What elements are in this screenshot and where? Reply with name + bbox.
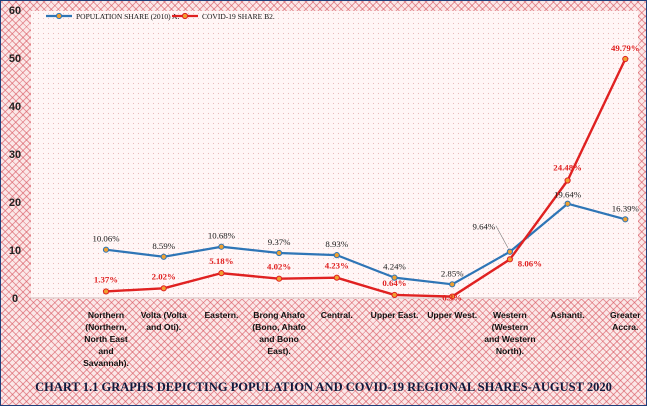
x-tick-label-line: (Bono, Ahafo bbox=[252, 322, 306, 332]
x-tick-label-line: East). bbox=[267, 346, 290, 356]
x-tick-label-line: (Western bbox=[492, 322, 529, 332]
covid-point bbox=[506, 256, 513, 263]
covid-point bbox=[622, 55, 629, 63]
x-tick-label-line: North). bbox=[496, 346, 524, 356]
x-tick-label-line: and bbox=[98, 346, 113, 356]
x-tick-label: Eastern. bbox=[204, 310, 238, 320]
y-tick-label: 50 bbox=[9, 53, 21, 65]
y-tick-label: 40 bbox=[9, 101, 21, 113]
population-data-label: 8.59% bbox=[152, 241, 175, 251]
population-point bbox=[160, 253, 167, 260]
legend-marker bbox=[181, 12, 189, 20]
y-tick-label: 30 bbox=[9, 149, 21, 161]
x-tick-label: Central. bbox=[321, 310, 353, 320]
x-tick-label: Volta (Volta and Oti). bbox=[141, 310, 187, 332]
x-tick-label-line: Eastern. bbox=[204, 310, 238, 320]
covid-data-label: 0.3% bbox=[442, 293, 462, 303]
population-data-label: 9.64% bbox=[473, 222, 496, 232]
y-tick-label: 20 bbox=[9, 197, 21, 209]
population-point bbox=[276, 249, 283, 257]
covid-data-label: 4.23% bbox=[325, 261, 349, 271]
x-tick-label-line: Brong Ahafo bbox=[253, 310, 305, 320]
population-point bbox=[506, 248, 513, 255]
x-tick-label-line: Savannah). bbox=[83, 358, 129, 368]
population-point bbox=[564, 200, 571, 207]
x-tick-label-line: Upper East. bbox=[371, 310, 419, 320]
population-point bbox=[333, 252, 340, 259]
x-tick-label-line: and Bono bbox=[259, 334, 299, 344]
covid-point bbox=[160, 285, 167, 292]
series-line-covid bbox=[105, 58, 627, 298]
population-data-label: 8.93% bbox=[325, 239, 348, 249]
covid-data-label: 49.79% bbox=[611, 43, 640, 53]
x-tick-label-line: Western bbox=[493, 310, 527, 320]
x-tick-label: Brong Ahafo (Bono, Ahafo and Bono East). bbox=[252, 310, 306, 356]
population-point bbox=[622, 216, 629, 223]
chart-title: CHART 1.1 GRAPHS DEPICTING POPULATION AN… bbox=[35, 380, 612, 394]
x-tick-label-line: Accra. bbox=[612, 322, 638, 332]
x-tick-label: Upper West. bbox=[427, 310, 477, 320]
x-tick-label-line: and Western bbox=[484, 334, 535, 344]
population-point bbox=[391, 274, 398, 281]
population-data-label: 19.64% bbox=[554, 190, 582, 200]
covid-data-label: 1.37% bbox=[94, 274, 118, 284]
population-data-label: 10.68% bbox=[208, 231, 236, 241]
x-tick-label: Upper East. bbox=[371, 310, 419, 320]
x-tick-label-line: Greater bbox=[610, 310, 641, 320]
population-data-label: 16.39% bbox=[612, 203, 640, 213]
covid-point bbox=[391, 291, 398, 299]
covid-point bbox=[102, 288, 110, 295]
x-tick-label: Ashanti. bbox=[551, 310, 585, 320]
y-tick-label: 60 bbox=[9, 5, 21, 17]
y-tick-label: 10 bbox=[9, 245, 21, 257]
covid-data-label: 24.48% bbox=[553, 162, 582, 172]
population-point bbox=[102, 246, 110, 253]
x-tick-label-line: Northern bbox=[88, 310, 124, 320]
covid-point bbox=[276, 275, 283, 282]
x-tick-label-line: Volta (Volta bbox=[141, 310, 187, 320]
population-point bbox=[218, 243, 225, 250]
covid-point bbox=[218, 270, 225, 277]
series-line-population bbox=[105, 202, 626, 286]
legend-label: COVID-19 SHARE B2. bbox=[202, 12, 275, 21]
population-data-label: 10.06% bbox=[92, 234, 120, 244]
x-tick-label: Northern (Northern, North East and Savannah)… bbox=[83, 310, 129, 368]
covid-point bbox=[449, 293, 456, 300]
x-tick-label-line: (Northern, bbox=[85, 322, 127, 332]
x-tick-label-line: and Oti). bbox=[146, 322, 181, 332]
x-tick-label-line: Upper West. bbox=[427, 310, 477, 320]
population-data-label: 2.85% bbox=[441, 268, 464, 278]
covid-point bbox=[333, 274, 340, 281]
covid-data-label: 5.18% bbox=[209, 256, 233, 266]
plot-area bbox=[31, 11, 638, 299]
covid-data-label: 8.06% bbox=[518, 258, 542, 268]
population-point bbox=[449, 281, 456, 288]
x-tick-label-line: Ashanti. bbox=[551, 310, 585, 320]
x-tick-label: Western (Western and Western North). bbox=[484, 310, 535, 356]
y-tick-label: 0 bbox=[12, 293, 18, 305]
covid-point bbox=[564, 177, 571, 184]
legend-label: POPULATION SHARE (2010) A. bbox=[76, 12, 179, 21]
population-data-label: 9.37% bbox=[268, 237, 291, 247]
covid-data-label: 0.64% bbox=[382, 278, 406, 288]
legend-marker bbox=[55, 12, 63, 20]
x-tick-label-line: Central. bbox=[321, 310, 353, 320]
x-tick-label: Greater Accra. bbox=[610, 310, 641, 332]
population-data-label: 4.24% bbox=[383, 262, 406, 272]
covid-data-label: 2.02% bbox=[152, 271, 176, 281]
leader-line bbox=[495, 225, 509, 248]
x-tick-label-line: North East bbox=[84, 334, 128, 344]
covid-data-label: 4.02% bbox=[267, 262, 291, 272]
